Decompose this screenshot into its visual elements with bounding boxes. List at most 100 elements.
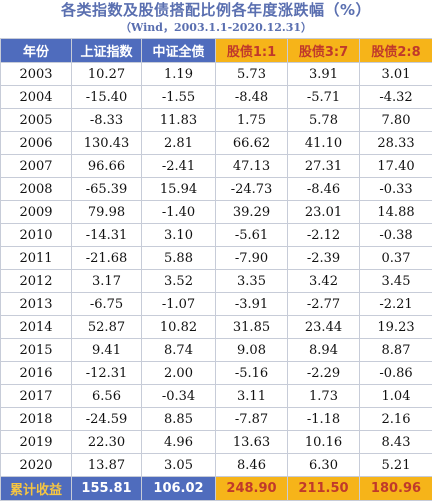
cell-sse-index: 6.56 xyxy=(72,385,142,408)
header-row: 年份 上证指数 中证全债 股债1:1 股债3:7 股债2:8 xyxy=(1,39,432,63)
cell-sse-index: -12.31 xyxy=(72,362,142,385)
table-row: 2004-15.40-1.55-8.48-5.71-4.32 xyxy=(1,86,432,109)
cell-year: 2018 xyxy=(1,408,72,431)
cell-sse-index: -15.40 xyxy=(72,86,142,109)
cell-mix-1-1: 66.62 xyxy=(216,132,288,155)
cell-sse-index: -65.39 xyxy=(72,178,142,201)
cell-mix-1-1: 9.08 xyxy=(216,339,288,362)
cell-mix-3-7: -2.77 xyxy=(288,293,360,316)
cell-mix-1-1: -8.48 xyxy=(216,86,288,109)
cell-year: 2011 xyxy=(1,247,72,270)
cell-mix-2-8: 8.43 xyxy=(360,431,432,454)
cell-csi-bond: 8.85 xyxy=(142,408,216,431)
cell-csi-bond: 3.52 xyxy=(142,270,216,293)
cell-csi-bond: 11.83 xyxy=(142,109,216,132)
cell-year: 2017 xyxy=(1,385,72,408)
cell-csi-bond: 1.19 xyxy=(142,63,216,86)
cell-mix-1-1: -3.91 xyxy=(216,293,288,316)
header-sse-index: 上证指数 xyxy=(72,39,142,63)
cell-mix-2-8: 7.80 xyxy=(360,109,432,132)
cell-mix-1-1: 1.75 xyxy=(216,109,288,132)
total-row: 累计收益 155.81 106.02 248.90 211.50 180.96 xyxy=(1,477,432,501)
cell-year: 2013 xyxy=(1,293,72,316)
cell-sse-index: -6.75 xyxy=(72,293,142,316)
cell-year: 2020 xyxy=(1,454,72,477)
cell-year: 2019 xyxy=(1,431,72,454)
cell-csi-bond: 8.74 xyxy=(142,339,216,362)
cell-csi-bond: 2.81 xyxy=(142,132,216,155)
cell-mix-1-1: -5.61 xyxy=(216,224,288,247)
cell-mix-2-8: 8.87 xyxy=(360,339,432,362)
cell-mix-2-8: 1.04 xyxy=(360,385,432,408)
cell-mix-1-1: 31.85 xyxy=(216,316,288,339)
cell-sse-index: 9.41 xyxy=(72,339,142,362)
cell-sse-index: -21.68 xyxy=(72,247,142,270)
cell-sse-index: -14.31 xyxy=(72,224,142,247)
cell-sse-index: 3.17 xyxy=(72,270,142,293)
cell-sse-index: 10.27 xyxy=(72,63,142,86)
cell-year: 2008 xyxy=(1,178,72,201)
cell-mix-1-1: 47.13 xyxy=(216,155,288,178)
cell-csi-bond: 4.96 xyxy=(142,431,216,454)
cell-mix-2-8: -0.38 xyxy=(360,224,432,247)
cell-mix-1-1: -7.87 xyxy=(216,408,288,431)
cell-mix-3-7: 3.91 xyxy=(288,63,360,86)
cell-sse-index: 13.87 xyxy=(72,454,142,477)
cell-year: 2015 xyxy=(1,339,72,362)
cell-mix-3-7: 6.30 xyxy=(288,454,360,477)
cell-csi-bond: -2.41 xyxy=(142,155,216,178)
cell-sse-index: 52.87 xyxy=(72,316,142,339)
page: 各类指数及股债搭配比例各年度涨跌幅（%） （Wind，2003.1.1-2020… xyxy=(0,0,432,484)
cell-mix-3-7: 5.78 xyxy=(288,109,360,132)
cell-csi-bond: 3.05 xyxy=(142,454,216,477)
total-csi-bond: 106.02 xyxy=(142,477,216,501)
total-mix-2-8: 180.96 xyxy=(360,477,432,501)
cell-csi-bond: -1.40 xyxy=(142,201,216,224)
header-mix-3-7: 股债3:7 xyxy=(288,39,360,63)
cell-sse-index: -24.59 xyxy=(72,408,142,431)
cell-mix-3-7: 41.10 xyxy=(288,132,360,155)
header-csi-bond: 中证全债 xyxy=(142,39,216,63)
cell-mix-2-8: -0.33 xyxy=(360,178,432,201)
cell-year: 2012 xyxy=(1,270,72,293)
cell-year: 2003 xyxy=(1,63,72,86)
cell-csi-bond: -1.55 xyxy=(142,86,216,109)
cell-csi-bond: -0.34 xyxy=(142,385,216,408)
total-label: 累计收益 xyxy=(1,477,72,501)
cell-csi-bond: 15.94 xyxy=(142,178,216,201)
cell-mix-1-1: 5.73 xyxy=(216,63,288,86)
cell-mix-2-8: 28.33 xyxy=(360,132,432,155)
cell-mix-1-1: -7.90 xyxy=(216,247,288,270)
cell-mix-2-8: 3.45 xyxy=(360,270,432,293)
cell-mix-3-7: -2.29 xyxy=(288,362,360,385)
cell-mix-1-1: 3.11 xyxy=(216,385,288,408)
cell-sse-index: 22.30 xyxy=(72,431,142,454)
cell-year: 2010 xyxy=(1,224,72,247)
header-mix-2-8: 股债2:8 xyxy=(360,39,432,63)
cell-mix-3-7: 10.16 xyxy=(288,431,360,454)
cell-year: 2007 xyxy=(1,155,72,178)
cell-csi-bond: 3.10 xyxy=(142,224,216,247)
cell-mix-3-7: -2.39 xyxy=(288,247,360,270)
header-year: 年份 xyxy=(1,39,72,63)
cell-mix-2-8: 2.16 xyxy=(360,408,432,431)
cell-mix-3-7: 27.31 xyxy=(288,155,360,178)
cell-mix-3-7: 23.44 xyxy=(288,316,360,339)
cell-mix-1-1: 13.63 xyxy=(216,431,288,454)
cell-csi-bond: 5.88 xyxy=(142,247,216,270)
cell-mix-2-8: 19.23 xyxy=(360,316,432,339)
